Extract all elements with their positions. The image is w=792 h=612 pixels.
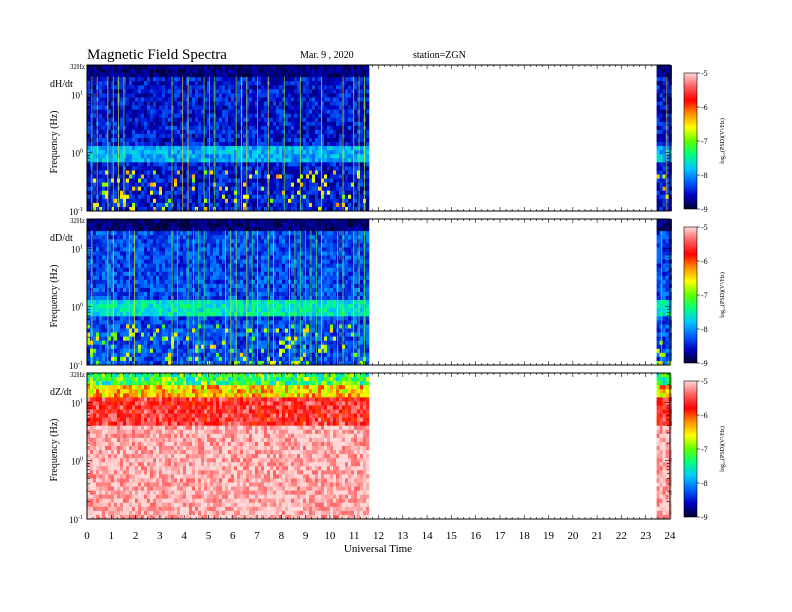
x-tick-label: 7 bbox=[254, 530, 260, 542]
x-tick-label: 18 bbox=[519, 530, 531, 542]
x-tick-label: 11 bbox=[349, 530, 360, 542]
colorbar-tick-label: -8 bbox=[701, 325, 708, 334]
component-label: dD/dt bbox=[50, 233, 73, 244]
x-tick-label: 0 bbox=[84, 530, 90, 542]
x-tick-label: 2 bbox=[133, 530, 139, 542]
x-tick-label: 3 bbox=[157, 530, 163, 542]
colorbar-label: log₁₀(PSD)(V²/Hz) bbox=[719, 426, 726, 472]
x-tick-label: 5 bbox=[206, 530, 212, 542]
x-tick-label: 4 bbox=[181, 530, 187, 542]
station-label: station=ZGN bbox=[413, 50, 466, 61]
component-label: dH/dt bbox=[50, 79, 73, 90]
x-tick-label: 23 bbox=[640, 530, 652, 542]
y-top-tick-label: 32Hz bbox=[70, 371, 85, 379]
x-tick-label: 17 bbox=[494, 530, 506, 542]
x-tick-label: 15 bbox=[446, 530, 458, 542]
y-tick-label: 101 bbox=[71, 398, 83, 408]
colorbar-tick-label: -7 bbox=[701, 137, 708, 146]
colorbar-tick-label: -6 bbox=[701, 257, 708, 266]
x-tick-label: 8 bbox=[279, 530, 285, 542]
spectrogram-image bbox=[87, 65, 370, 212]
colorbar-tick-label: -7 bbox=[701, 445, 708, 454]
x-axis-label: Universal Time bbox=[344, 543, 412, 555]
colorbar-tick-label: -8 bbox=[701, 171, 708, 180]
x-tick-label: 1 bbox=[109, 530, 115, 542]
x-tick-label: 16 bbox=[470, 530, 482, 542]
x-tick-label: 21 bbox=[592, 530, 603, 542]
colorbar-tick-label: -6 bbox=[701, 411, 708, 420]
x-tick-label: 24 bbox=[665, 530, 677, 542]
colorbar-tick-label: -5 bbox=[701, 69, 708, 78]
y-tick-label: 10-1 bbox=[69, 361, 83, 371]
x-tick-label: 20 bbox=[567, 530, 579, 542]
colorbar-tick-label: -6 bbox=[701, 103, 708, 112]
colorbar-tick-label: -9 bbox=[701, 205, 708, 214]
colorbar-label: log₁₀(PSD)(V²/Hz) bbox=[719, 118, 726, 164]
time-axis: 0 1 2 3 4 5 6 7 8 9 10 11 12 13 14 15 16 17 18 19 20 21 22 23 24 bbox=[84, 530, 676, 542]
date-label: Mar. 9 , 2020 bbox=[300, 50, 354, 61]
spectrogram-image bbox=[87, 373, 370, 520]
colorbar-tick-label: -5 bbox=[701, 223, 708, 232]
y-tick-label: 100 bbox=[71, 149, 83, 159]
y-top-tick-label: 32Hz bbox=[70, 63, 85, 71]
y-tick-label: 10-1 bbox=[69, 207, 83, 217]
x-tick-label: 9 bbox=[303, 530, 309, 542]
colorbar-scale bbox=[683, 380, 698, 518]
y-tick-label: 100 bbox=[71, 457, 83, 467]
colorbar-scale bbox=[683, 72, 698, 210]
y-tick-label: 10-1 bbox=[69, 515, 83, 525]
colorbar: -5 -6 -7 -8 -9 log₁₀(PSD)(V²/Hz) bbox=[683, 223, 726, 368]
y-tick-label: 100 bbox=[71, 303, 83, 313]
y-axis-label: Frequency (Hz) bbox=[49, 418, 60, 481]
x-tick-label: 13 bbox=[397, 530, 409, 542]
colorbar-tick-label: -9 bbox=[701, 513, 708, 522]
x-tick-label: 10 bbox=[324, 530, 336, 542]
colorbar-label: log₁₀(PSD)(V²/Hz) bbox=[719, 272, 726, 318]
colorbar-tick-label: -8 bbox=[701, 479, 708, 488]
spectrogram-image bbox=[87, 219, 370, 366]
colorbar-tick-label: -5 bbox=[701, 377, 708, 386]
x-tick-label: 14 bbox=[422, 530, 434, 542]
colorbar: -5 -6 -7 -8 -9 log₁₀(PSD)(V²/Hz) bbox=[683, 69, 726, 214]
colorbar-scale bbox=[683, 226, 698, 364]
x-tick-label: 6 bbox=[230, 530, 236, 542]
y-top-tick-label: 32Hz bbox=[70, 217, 85, 225]
x-tick-label: 19 bbox=[543, 530, 555, 542]
x-tick-label: 12 bbox=[373, 530, 384, 542]
y-axis-label: Frequency (Hz) bbox=[49, 264, 60, 327]
figure-title: Magnetic Field Spectra bbox=[87, 47, 227, 63]
colorbar-tick-label: -9 bbox=[701, 359, 708, 368]
colorbar: -5 -6 -7 -8 -9 log₁₀(PSD)(V²/Hz) bbox=[683, 377, 726, 522]
y-tick-label: 101 bbox=[71, 90, 83, 100]
y-axis-label: Frequency (Hz) bbox=[49, 110, 60, 173]
colorbar-tick-label: -7 bbox=[701, 291, 708, 300]
component-label: dZ/dt bbox=[50, 387, 72, 398]
y-tick-label: 101 bbox=[71, 244, 83, 254]
x-tick-label: 22 bbox=[616, 530, 627, 542]
